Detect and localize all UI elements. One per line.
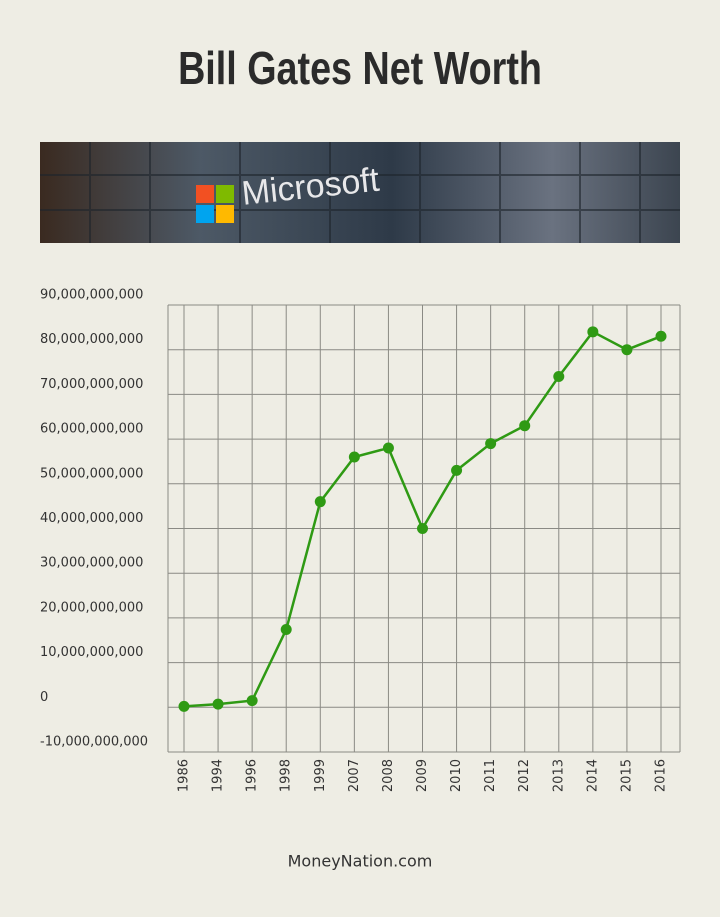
x-tick-label: 1996 — [245, 759, 260, 792]
x-tick-label: 2010 — [449, 759, 464, 792]
point — [382, 442, 394, 454]
x-tick-label: 2008 — [381, 759, 396, 792]
point — [417, 523, 428, 534]
point — [314, 496, 326, 508]
y-tick-label: 50,000,000,000 — [40, 466, 143, 481]
y-tick-label: 90,000,000,000 — [40, 288, 143, 303]
point — [485, 438, 497, 450]
x-tick-label: 2007 — [347, 759, 362, 792]
x-tick-label: 1998 — [279, 759, 294, 792]
y-tick-label: 10,000,000,000 — [40, 645, 143, 660]
x-tick-label: 2009 — [415, 759, 430, 792]
point — [655, 330, 667, 342]
y-tick-label: 20,000,000,000 — [40, 600, 143, 615]
chart-title: Bill Gates Net Worth — [178, 43, 542, 94]
x-tick-label: 2015 — [619, 759, 634, 792]
point — [519, 420, 531, 432]
banner-photo — [40, 142, 680, 243]
banner: Microsoft — [40, 142, 680, 243]
point — [621, 344, 633, 356]
y-tick-label: 80,000,000,000 — [40, 332, 143, 347]
point — [553, 371, 565, 383]
y-tick-label: -10,000,000,000 — [40, 735, 148, 750]
point — [348, 451, 360, 463]
point — [212, 698, 224, 710]
y-tick-label: 70,000,000,000 — [40, 377, 143, 392]
y-tick-label: 60,000,000,000 — [40, 422, 143, 437]
point — [178, 700, 190, 712]
point — [246, 695, 258, 707]
x-tick-label: 2014 — [585, 759, 600, 792]
x-tick-label: 1994 — [211, 759, 226, 792]
x-tick-label: 2011 — [483, 759, 498, 792]
x-tick-label: 2013 — [551, 759, 566, 792]
x-tick-label: 2016 — [654, 759, 669, 792]
footer: MoneyNation.com — [288, 852, 433, 871]
point — [280, 624, 292, 636]
y-tick-label: 40,000,000,000 — [40, 511, 143, 526]
point — [587, 326, 599, 338]
point — [451, 464, 463, 476]
y-tick-label: 0 — [40, 690, 48, 705]
x-tick-label: 1986 — [177, 759, 192, 792]
x-tick-label: 2012 — [517, 759, 532, 792]
y-tick-label: 30,000,000,000 — [40, 556, 143, 571]
x-tick-label: 1999 — [313, 759, 328, 792]
